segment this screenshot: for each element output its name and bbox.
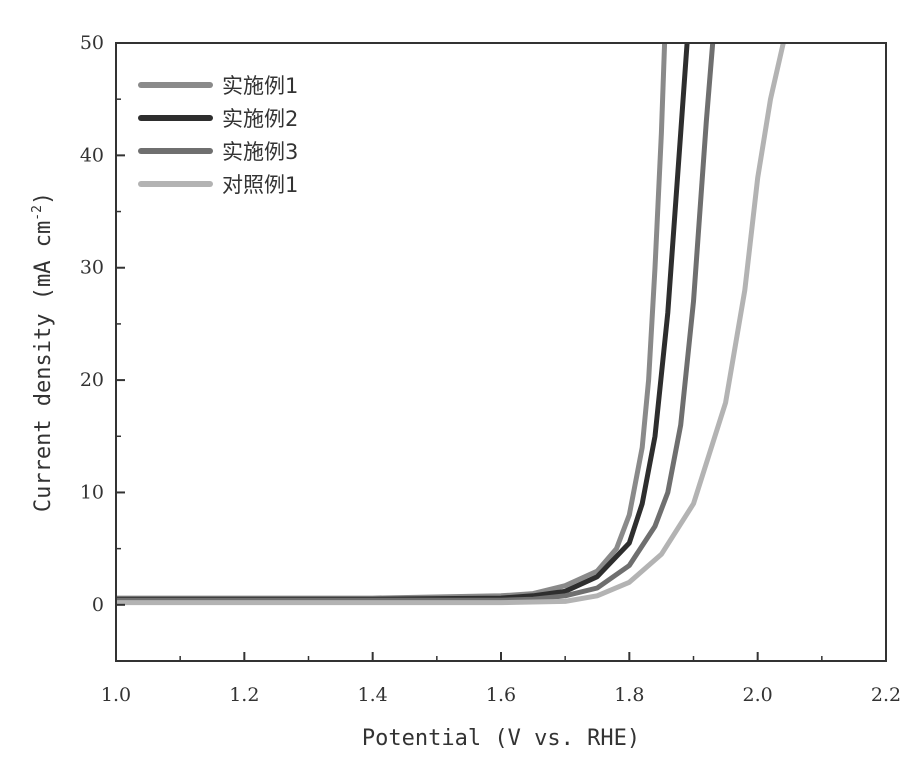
y-axis-title: Current density (mA cm-2) [30,192,56,512]
y-tick-label: 40 [80,144,104,166]
series-layer [116,43,786,606]
x-tick-label: 1.0 [101,684,131,706]
y-tick-label: 20 [80,369,104,391]
y-tick-label: 0 [92,594,104,616]
legend-label-3: 实施例3 [222,140,298,164]
legend-label-2: 实施例2 [222,107,298,131]
plot-area [116,43,886,661]
legend-label-1: 实施例1 [222,74,298,98]
x-tick-label: 1.4 [358,684,388,706]
x-tick-label: 1.8 [614,684,644,706]
y-tick-label: 50 [80,32,104,54]
y-axis-title-main: Current density (mA cm [31,221,56,512]
x-axis-title: Potential (V vs. RHE) [362,726,640,751]
y-tick-label: 30 [80,257,104,279]
legend-label-4: 对照例1 [222,173,298,197]
legend: 实施例1 实施例2 实施例3 对照例1 [138,74,298,197]
x-tick-label: 1.6 [486,684,516,706]
x-tick-label: 1.2 [229,684,259,706]
y-tick-label: 10 [80,481,104,503]
series-line-4 [116,43,786,606]
x-tick-label: 2.0 [743,684,773,706]
x-tick-label: 2.2 [871,684,901,706]
y-axis-title-end: ) [31,192,56,205]
y-axis-title-sup: -2 [30,205,45,221]
ticks-layer: 1.0 1.2 1.4 1.6 1.8 2.0 2.2 0 10 20 30 40 50 [80,32,901,706]
